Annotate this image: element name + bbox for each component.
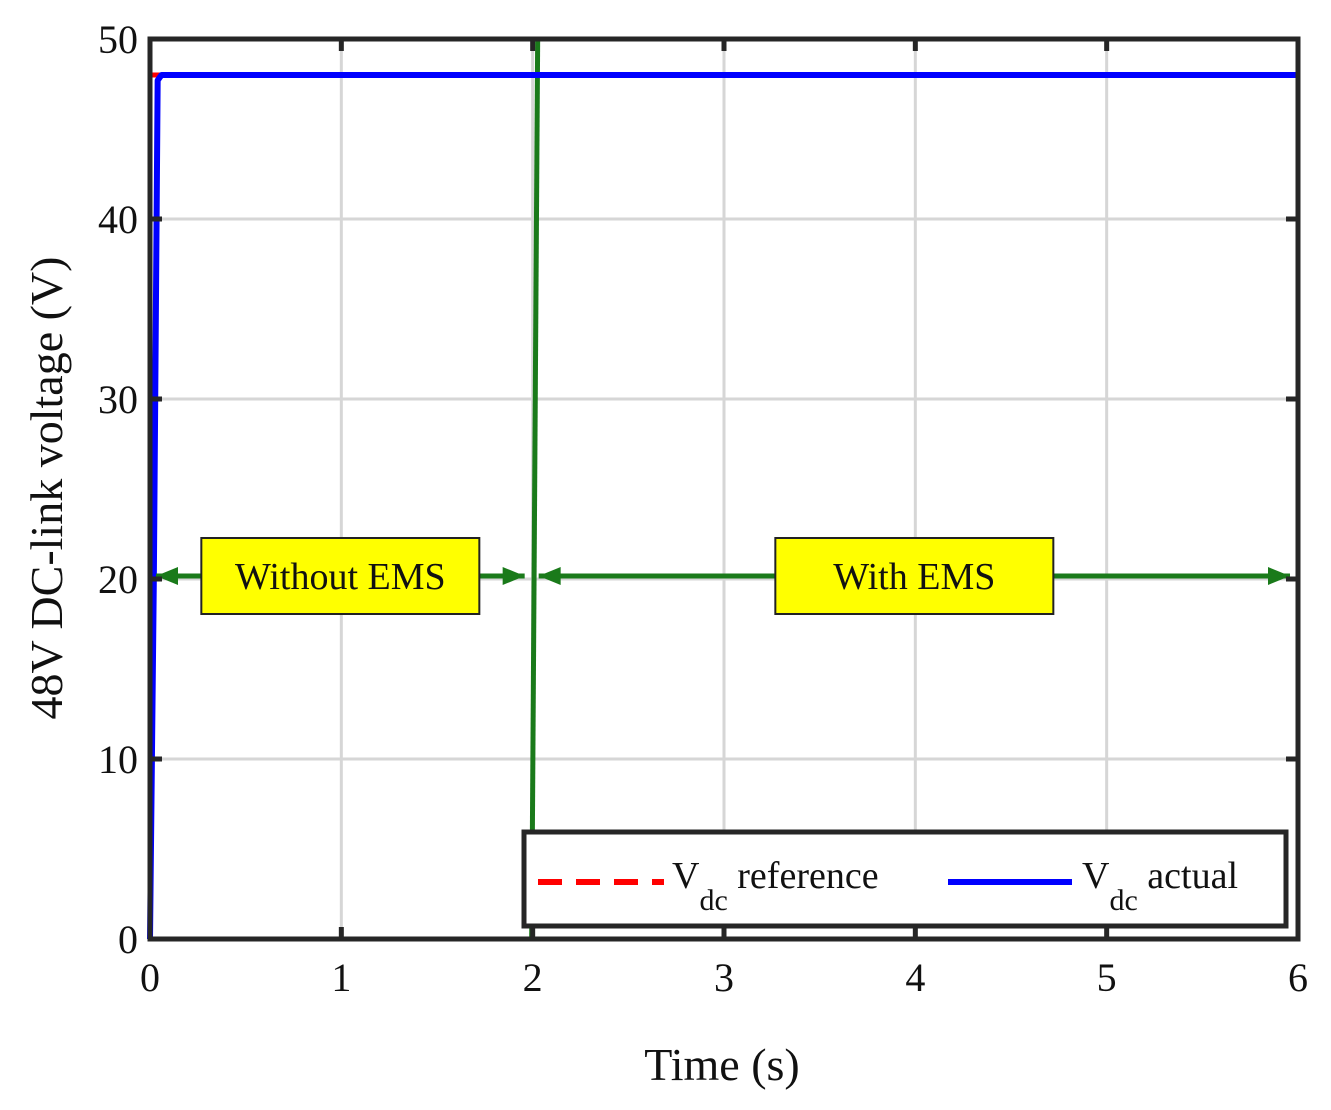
x-tick-label: 6: [1288, 955, 1308, 1000]
x-tick-label: 0: [140, 955, 160, 1000]
annotation-box: [774, 537, 1055, 615]
series-layer: [147, 72, 1298, 940]
legend-box: [521, 829, 1289, 929]
x-axis-title: Time (s): [644, 1039, 800, 1090]
tick-labels: 0 1 2 3 4 5 6 0 10 20 30 40 50: [98, 17, 1308, 1000]
y-axis-title: 48V DC-link voltage (V): [21, 257, 72, 720]
y-tick-label: 0: [118, 917, 138, 962]
legend: Vdc reference Vdc actual: [521, 829, 1289, 929]
arrow-head: [502, 567, 525, 585]
y-tick-label: 10: [98, 737, 138, 782]
x-tick-label: 5: [1097, 955, 1117, 1000]
legend-label: Vdc reference: [672, 855, 879, 917]
annotation-layer: Without EMS With EMS: [156, 537, 1290, 615]
arrow-head: [538, 567, 561, 585]
series-line-actual: [147, 72, 1298, 940]
y-tick-label: 50: [98, 17, 138, 62]
x-tick-label: 3: [714, 955, 734, 1000]
y-tick-label: 20: [98, 557, 138, 602]
x-tick-label: 2: [523, 955, 543, 1000]
separator-line: [529, 38, 541, 940]
separator-line-layer: [529, 38, 541, 940]
x-tick-label: 4: [905, 955, 925, 1000]
arrow-head: [1268, 567, 1290, 585]
arrow-head: [156, 567, 178, 585]
annotation-box: [200, 537, 481, 615]
annotation-label: With EMS: [833, 556, 995, 598]
annotation-label: Without EMS: [235, 556, 446, 598]
x-tick-label: 1: [331, 955, 351, 1000]
grid: [148, 37, 1300, 941]
y-tick-label: 30: [98, 377, 138, 422]
legend-label: Vdc actual: [1082, 855, 1238, 917]
axes-frame: [147, 36, 1301, 942]
y-tick-label: 40: [98, 197, 138, 242]
